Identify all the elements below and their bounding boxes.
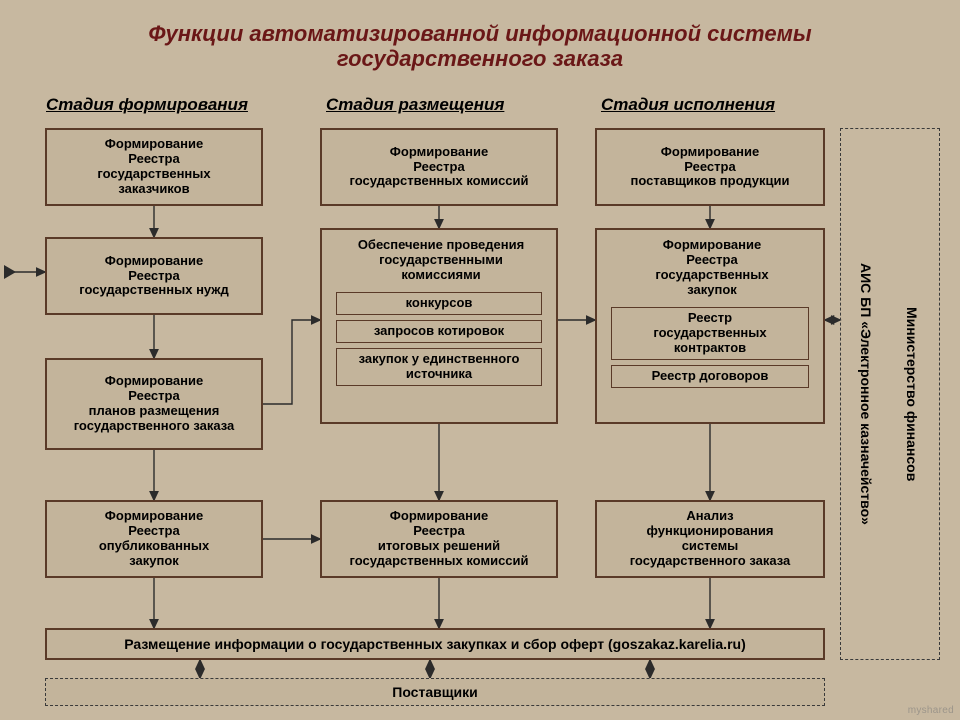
node-n12: ФормированиеРеестрагосударственных нужд (45, 237, 263, 315)
node-n14: ФормированиеРеестраопубликованныхзакупок (45, 500, 263, 578)
node-n33: Анализфункционированиясистемыгосударстве… (595, 500, 825, 578)
watermark: myshared (908, 705, 954, 716)
node-suppliers: Поставщики (45, 678, 825, 706)
node-n31: ФормированиеРеестрапоставщиков продукции (595, 128, 825, 206)
title-line-2: государственного заказа (148, 46, 811, 71)
side-panel-line1: Министерство финансов (900, 148, 924, 640)
stage-label-stage2: Стадия размещения (320, 92, 565, 118)
node-n13: ФормированиеРеестрапланов размещениягосу… (45, 358, 263, 450)
side-panel-line2: АИС БП «Электронное казначейство» (854, 148, 878, 640)
subnode-n32b: Реестр договоров (611, 365, 809, 388)
stage-label-stage1: Стадия формирования (40, 92, 285, 118)
node-n11: ФормированиеРеестрагосударственныхзаказч… (45, 128, 263, 206)
node-n22-head: Обеспечение проведениягосударственнымико… (330, 234, 552, 287)
subnode-n22c: закупок у единственногоисточника (336, 348, 542, 386)
node-portal: Размещение информации о государственных … (45, 628, 825, 660)
node-n21: ФормированиеРеестрагосударственных комис… (320, 128, 558, 206)
main-title: Функции автоматизированной информационно… (40, 14, 920, 78)
stage-label-stage3: Стадия исполнения (595, 92, 840, 118)
node-n32: ФормированиеРеестрагосударственныхзакупо… (595, 228, 825, 424)
node-n23: ФормированиеРеестраитоговых решенийгосуд… (320, 500, 558, 578)
title-line-1: Функции автоматизированной информационно… (148, 21, 811, 46)
subnode-n32a: Реестргосударственныхконтрактов (611, 307, 809, 360)
subnode-n22b: запросов котировок (336, 320, 542, 343)
node-n32-head: ФормированиеРеестрагосударственныхзакупо… (605, 234, 819, 302)
subnode-n22a: конкурсов (336, 292, 542, 315)
node-n22: Обеспечение проведениягосударственнымико… (320, 228, 558, 424)
